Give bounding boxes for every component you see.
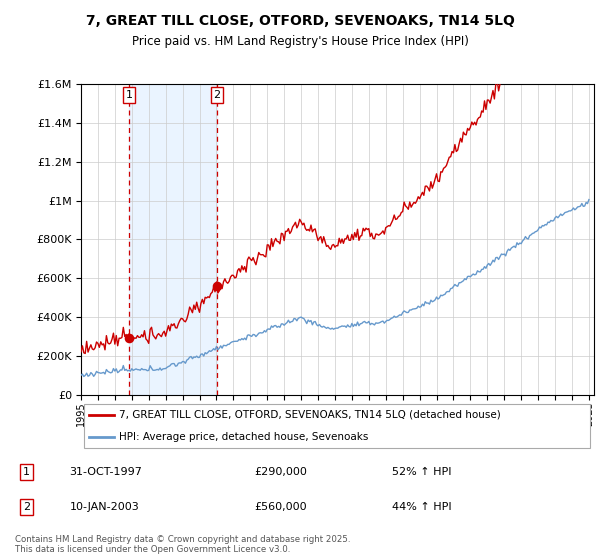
Bar	[129, 84, 217, 395]
Text: 1: 1	[125, 90, 133, 100]
Text: Contains HM Land Registry data © Crown copyright and database right 2025.
This d: Contains HM Land Registry data © Crown c…	[15, 535, 350, 554]
Text: 7, GREAT TILL CLOSE, OTFORD, SEVENOAKS, TN14 5LQ: 7, GREAT TILL CLOSE, OTFORD, SEVENOAKS, …	[86, 14, 514, 28]
FancyBboxPatch shape	[83, 404, 590, 449]
Text: £290,000: £290,000	[254, 466, 307, 477]
Text: HPI: Average price, detached house, Sevenoaks: HPI: Average price, detached house, Seve…	[119, 432, 369, 442]
Text: 1: 1	[23, 466, 30, 477]
Text: 31-OCT-1997: 31-OCT-1997	[70, 466, 142, 477]
Point	[124, 334, 134, 343]
Text: 7, GREAT TILL CLOSE, OTFORD, SEVENOAKS, TN14 5LQ (detached house): 7, GREAT TILL CLOSE, OTFORD, SEVENOAKS, …	[119, 410, 501, 420]
Text: 10-JAN-2003: 10-JAN-2003	[70, 502, 139, 512]
Text: 52% ↑ HPI: 52% ↑ HPI	[392, 466, 452, 477]
Text: 44% ↑ HPI: 44% ↑ HPI	[392, 502, 452, 512]
Text: 2: 2	[23, 502, 30, 512]
Text: £560,000: £560,000	[254, 502, 307, 512]
Text: 2: 2	[214, 90, 221, 100]
Point	[212, 282, 222, 291]
Text: Price paid vs. HM Land Registry's House Price Index (HPI): Price paid vs. HM Land Registry's House …	[131, 35, 469, 48]
